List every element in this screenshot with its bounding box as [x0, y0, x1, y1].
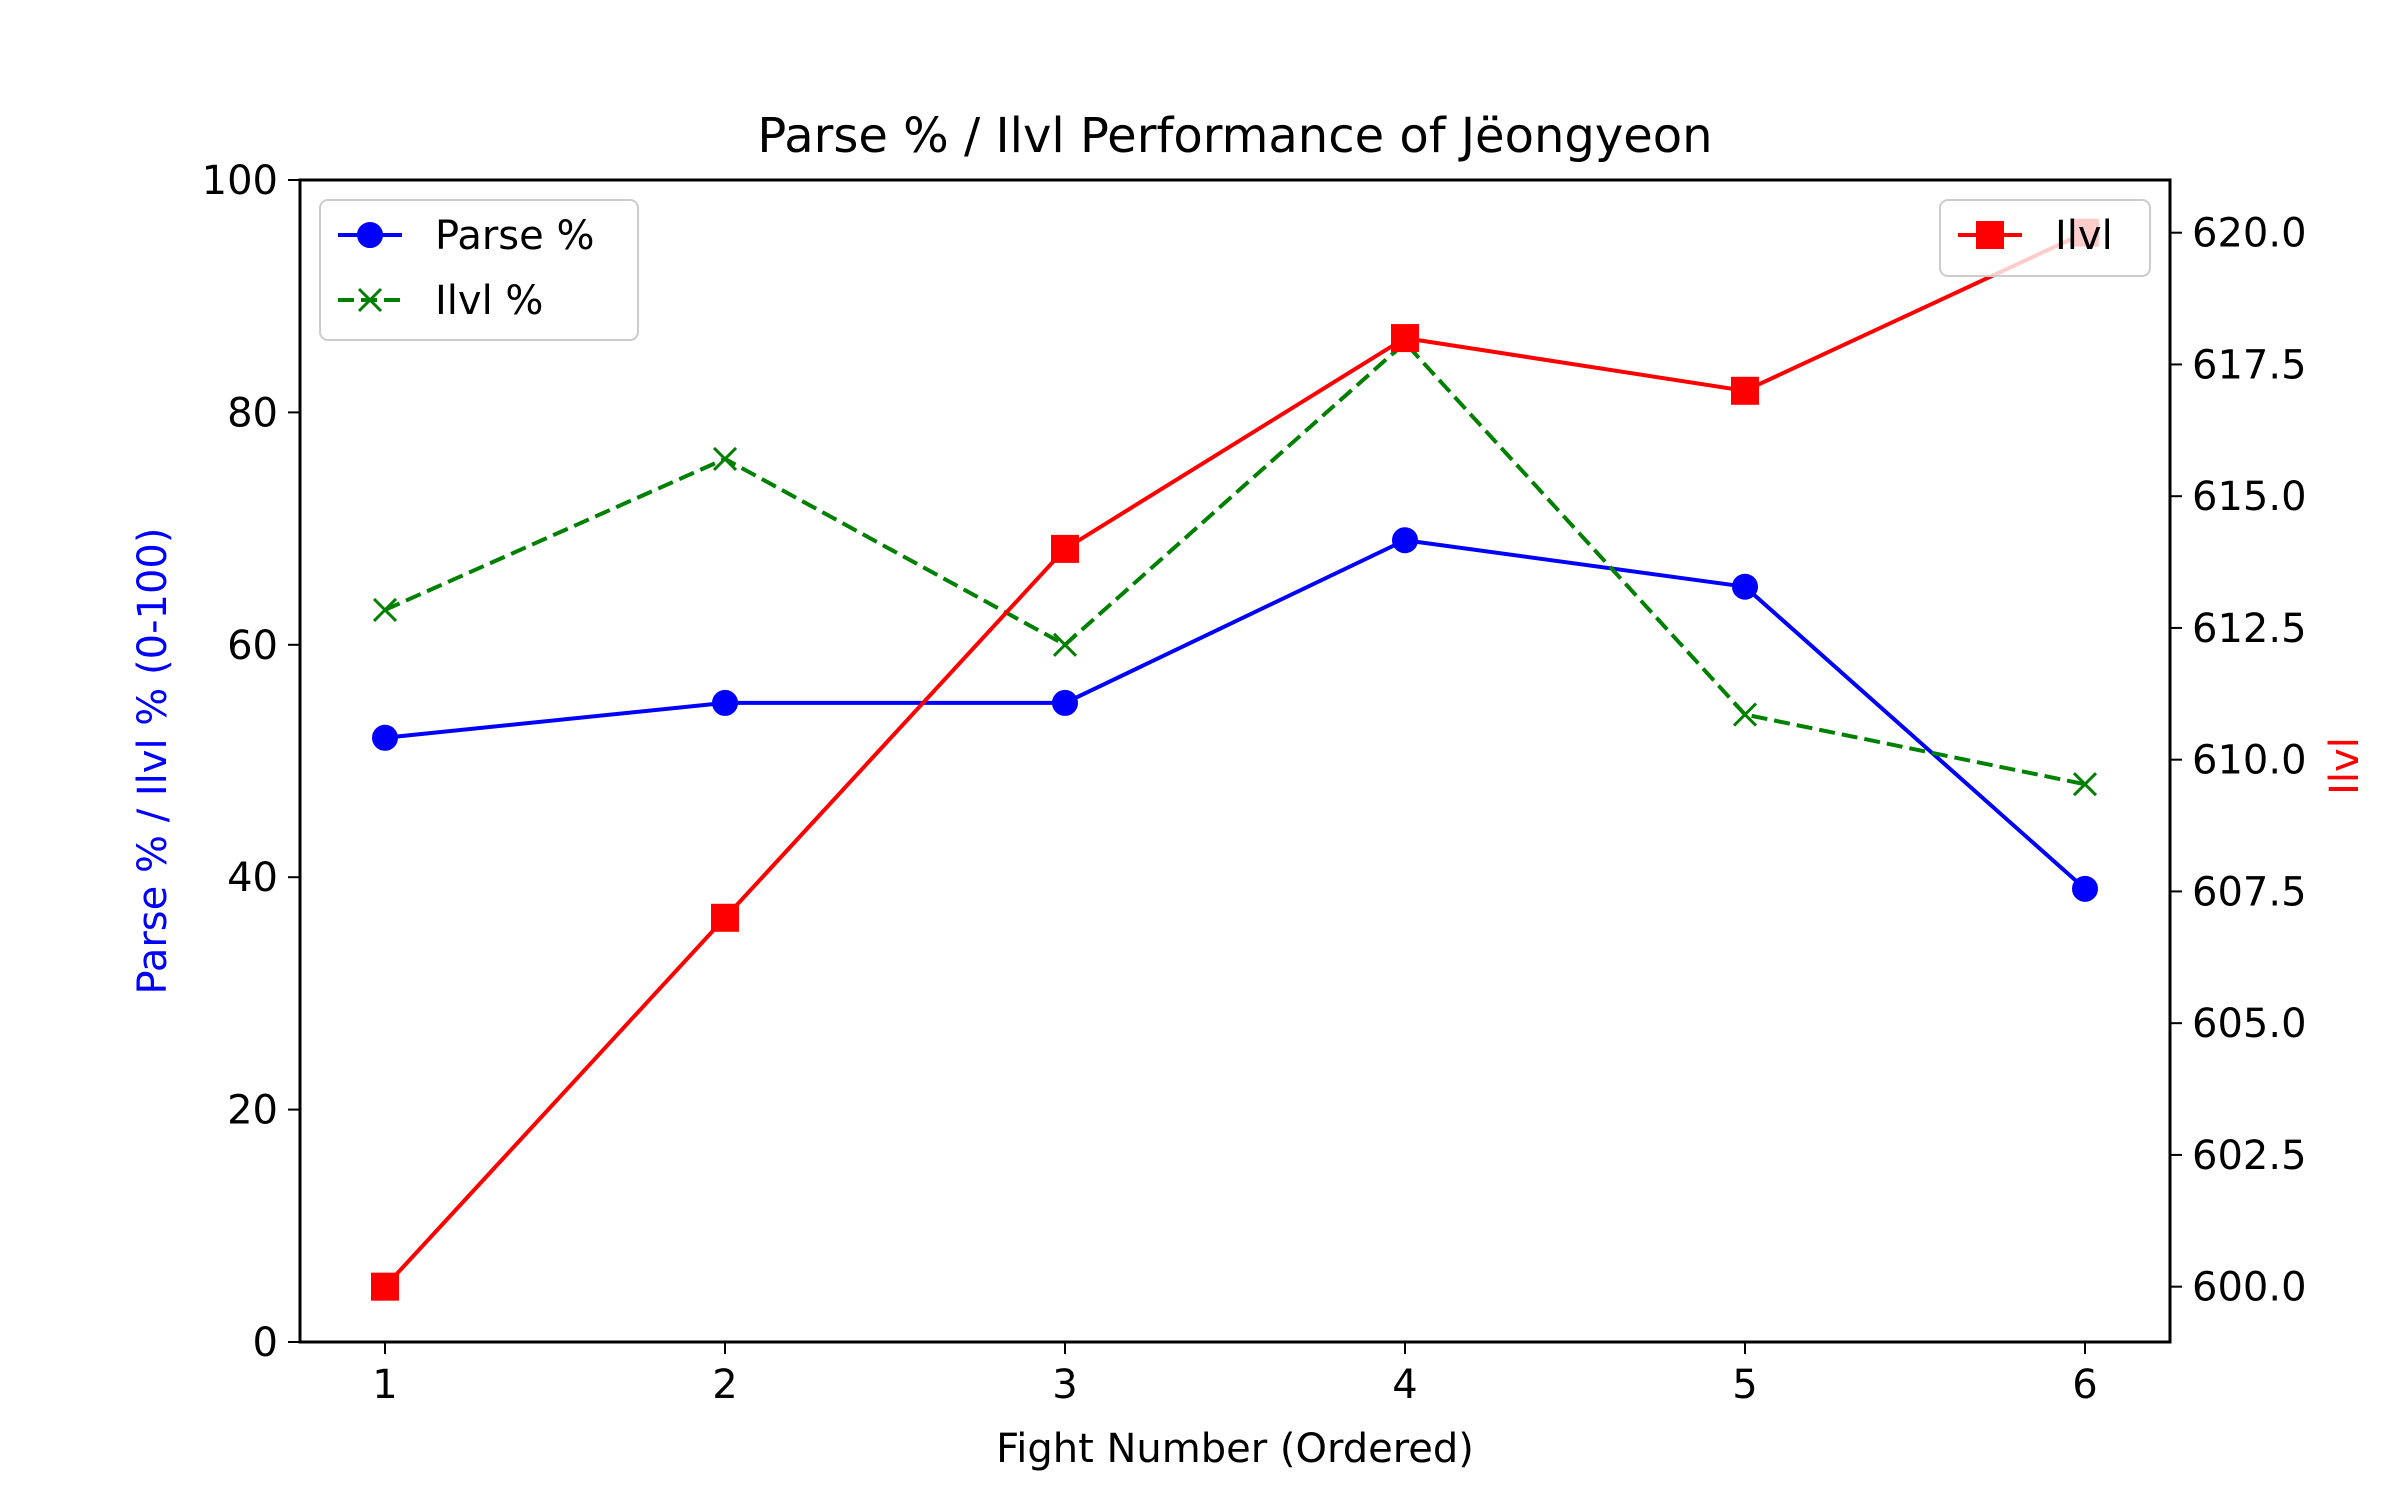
data-point-parse: [712, 689, 738, 716]
data-point-ilvl: [1051, 534, 1079, 563]
x-tick-label: 3: [1052, 1362, 1077, 1408]
x-marker-stroke: [372, 597, 398, 623]
x-tick-label: 6: [2072, 1362, 2097, 1408]
data-point-ilvl: [1391, 324, 1419, 353]
data-point-ilvl: [1731, 376, 1759, 405]
data-point-ilvl: [372, 597, 398, 623]
y-right-axis-title: Ilvl: [2322, 737, 2368, 795]
right-legend-box: [1939, 199, 2151, 277]
x-axis-title: Fight Number (Ordered): [996, 1426, 1474, 1472]
y-right-tick-label: 617.5: [2192, 342, 2307, 388]
x-marker-stroke: [1052, 632, 1078, 657]
x-marker-stroke: [1732, 702, 1758, 727]
y-right-tick-label: 612.5: [2192, 606, 2307, 652]
data-point-ilvl: [1052, 632, 1078, 657]
series-line-ilvl: [383, 230, 2086, 1289]
y-right-tick-label: 600.0: [2192, 1265, 2307, 1311]
y-left-axis-title: Parse % / Ilvl % (0-100): [130, 528, 176, 995]
y-left-tick-label: 40: [227, 855, 278, 901]
data-point-ilvl: [371, 1272, 399, 1301]
y-left-tick-label: 20: [227, 1088, 278, 1134]
data-point-parse: [1732, 573, 1758, 600]
y-left-tick-label: 60: [227, 623, 278, 669]
legend-marker-ilvl: [1976, 221, 2004, 249]
x-tick-label: 4: [1392, 1362, 1417, 1408]
lines-layer: [383, 230, 2087, 1289]
ticks-layer: 1 2 3 4 5 6020406080100600.0602.5605.0607.561…: [202, 158, 2307, 1408]
legend-label-ilvl: Ilvl %: [435, 278, 543, 324]
y-left-tick-label: 0: [253, 1320, 278, 1366]
x-tick-label: 2: [712, 1362, 737, 1408]
y-right-tick-label: 602.5: [2192, 1133, 2307, 1179]
series-line-ilvl: [384, 340, 2086, 787]
x-marker-stroke: [2072, 772, 2098, 797]
y-left-tick-label: 100: [202, 158, 278, 204]
legend-label-parse: Parse %: [435, 213, 594, 259]
series-line-parse: [384, 538, 2087, 891]
data-point-ilvl: [711, 903, 739, 932]
y-right-tick-label: 620.0: [2192, 211, 2307, 257]
markers-layer: [371, 218, 2099, 1301]
y-right-tick-label: 605.0: [2192, 1001, 2307, 1047]
data-point-parse: [372, 724, 398, 751]
legend-marker-parse: [357, 222, 383, 248]
x-tick-label: 5: [1732, 1362, 1757, 1408]
y-right-tick-label: 607.5: [2192, 869, 2307, 915]
legend-marker-ilvl: [357, 287, 383, 313]
data-point-ilvl: [2072, 772, 2098, 797]
data-point-parse: [1052, 689, 1078, 716]
legend-left: Parse % Ilvl %: [319, 199, 639, 341]
data-point-parse: [2072, 875, 2098, 902]
x-marker-stroke: [357, 287, 383, 313]
data-point-ilvl: [1732, 702, 1758, 727]
x-marker-stroke: [712, 446, 738, 471]
y-right-tick-label: 610.0: [2192, 738, 2307, 784]
chart-title: Parse % / Ilvl Performance of Jëongyeon: [757, 108, 1712, 164]
y-right-tick-label: 615.0: [2192, 474, 2307, 520]
y-left-tick-label: 80: [227, 390, 278, 436]
plot-frame: [298, 178, 2172, 1344]
x-tick-label: 1: [372, 1362, 397, 1408]
data-point-parse: [1392, 527, 1418, 554]
data-point-ilvl: [712, 446, 738, 471]
legend-right: Ilvl: [1939, 199, 2151, 277]
legend-label-ilvl: Ilvl: [2055, 213, 2113, 259]
